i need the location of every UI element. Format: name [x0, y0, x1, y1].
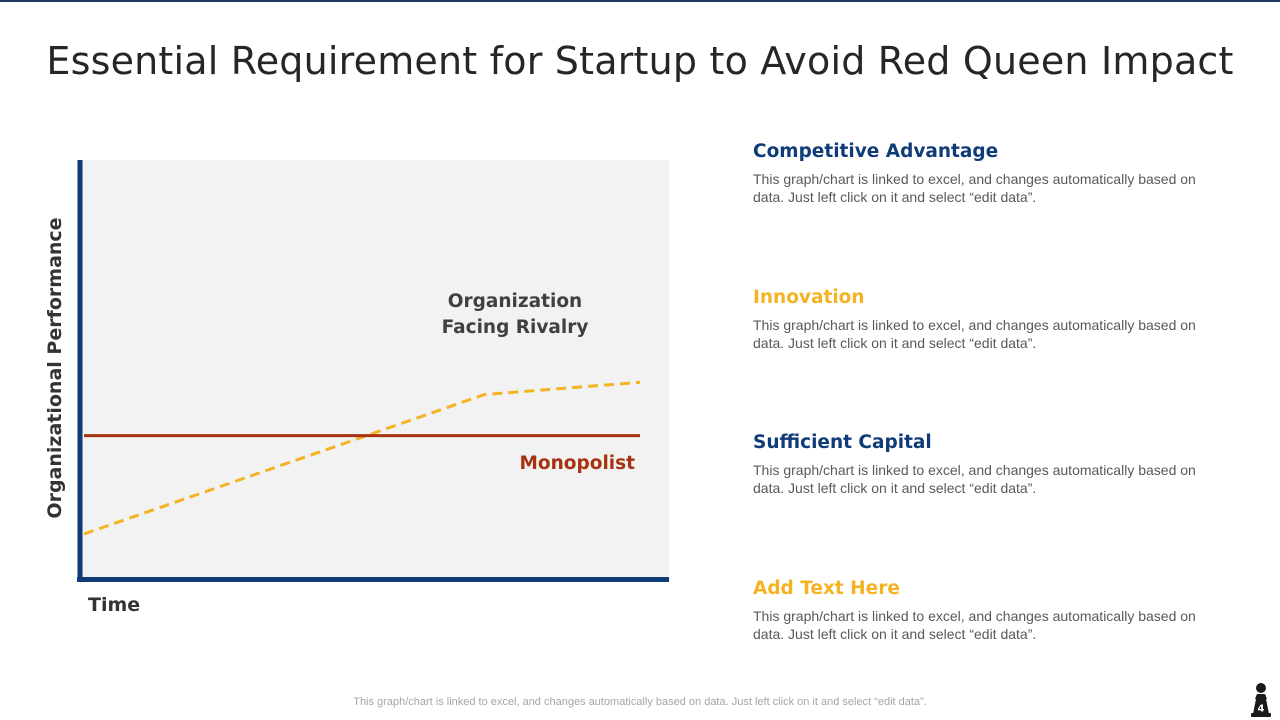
- item-heading: Competitive Advantage: [753, 141, 999, 162]
- annotation-monopolist: Monopolist: [520, 453, 636, 474]
- footer-note: This graph/chart is linked to excel, and…: [353, 696, 927, 708]
- info-item-sufficient-capital: Sufficient Capital This graph/chart is l…: [753, 432, 1223, 497]
- y-axis-label: Organizational Performance: [44, 217, 66, 518]
- info-item-competitive-advantage: Competitive Advantage This graph/chart i…: [753, 141, 1223, 206]
- item-text: This graph/chart is linked to excel, and…: [753, 317, 1196, 351]
- item-heading: Innovation: [753, 287, 865, 308]
- item-text: This graph/chart is linked to excel, and…: [753, 171, 1196, 205]
- item-heading: Sufficient Capital: [753, 432, 932, 453]
- performance-chart: Organization Facing Rivalry Monopolist O…: [44, 160, 669, 616]
- info-item-innovation: Innovation This graph/chart is linked to…: [753, 287, 1223, 352]
- annotation-rivalry-line2: Facing Rivalry: [442, 317, 589, 338]
- top-rule: [0, 0, 1280, 2]
- page-number: 4: [1258, 704, 1265, 715]
- item-heading: Add Text Here: [753, 578, 900, 599]
- plot-area: [80, 160, 669, 579]
- info-item-add-text-here: Add Text Here This graph/chart is linked…: [753, 578, 1223, 643]
- annotation-rivalry-line1: Organization: [448, 291, 582, 312]
- x-axis-label: Time: [88, 594, 140, 616]
- item-text: This graph/chart is linked to excel, and…: [753, 608, 1196, 642]
- item-text: This graph/chart is linked to excel, and…: [753, 462, 1196, 496]
- pawn-icon: 4: [1251, 683, 1271, 717]
- series-line-rivalry: [83, 380, 641, 536]
- slide-title: Essential Requirement for Startup to Avo…: [46, 39, 1234, 84]
